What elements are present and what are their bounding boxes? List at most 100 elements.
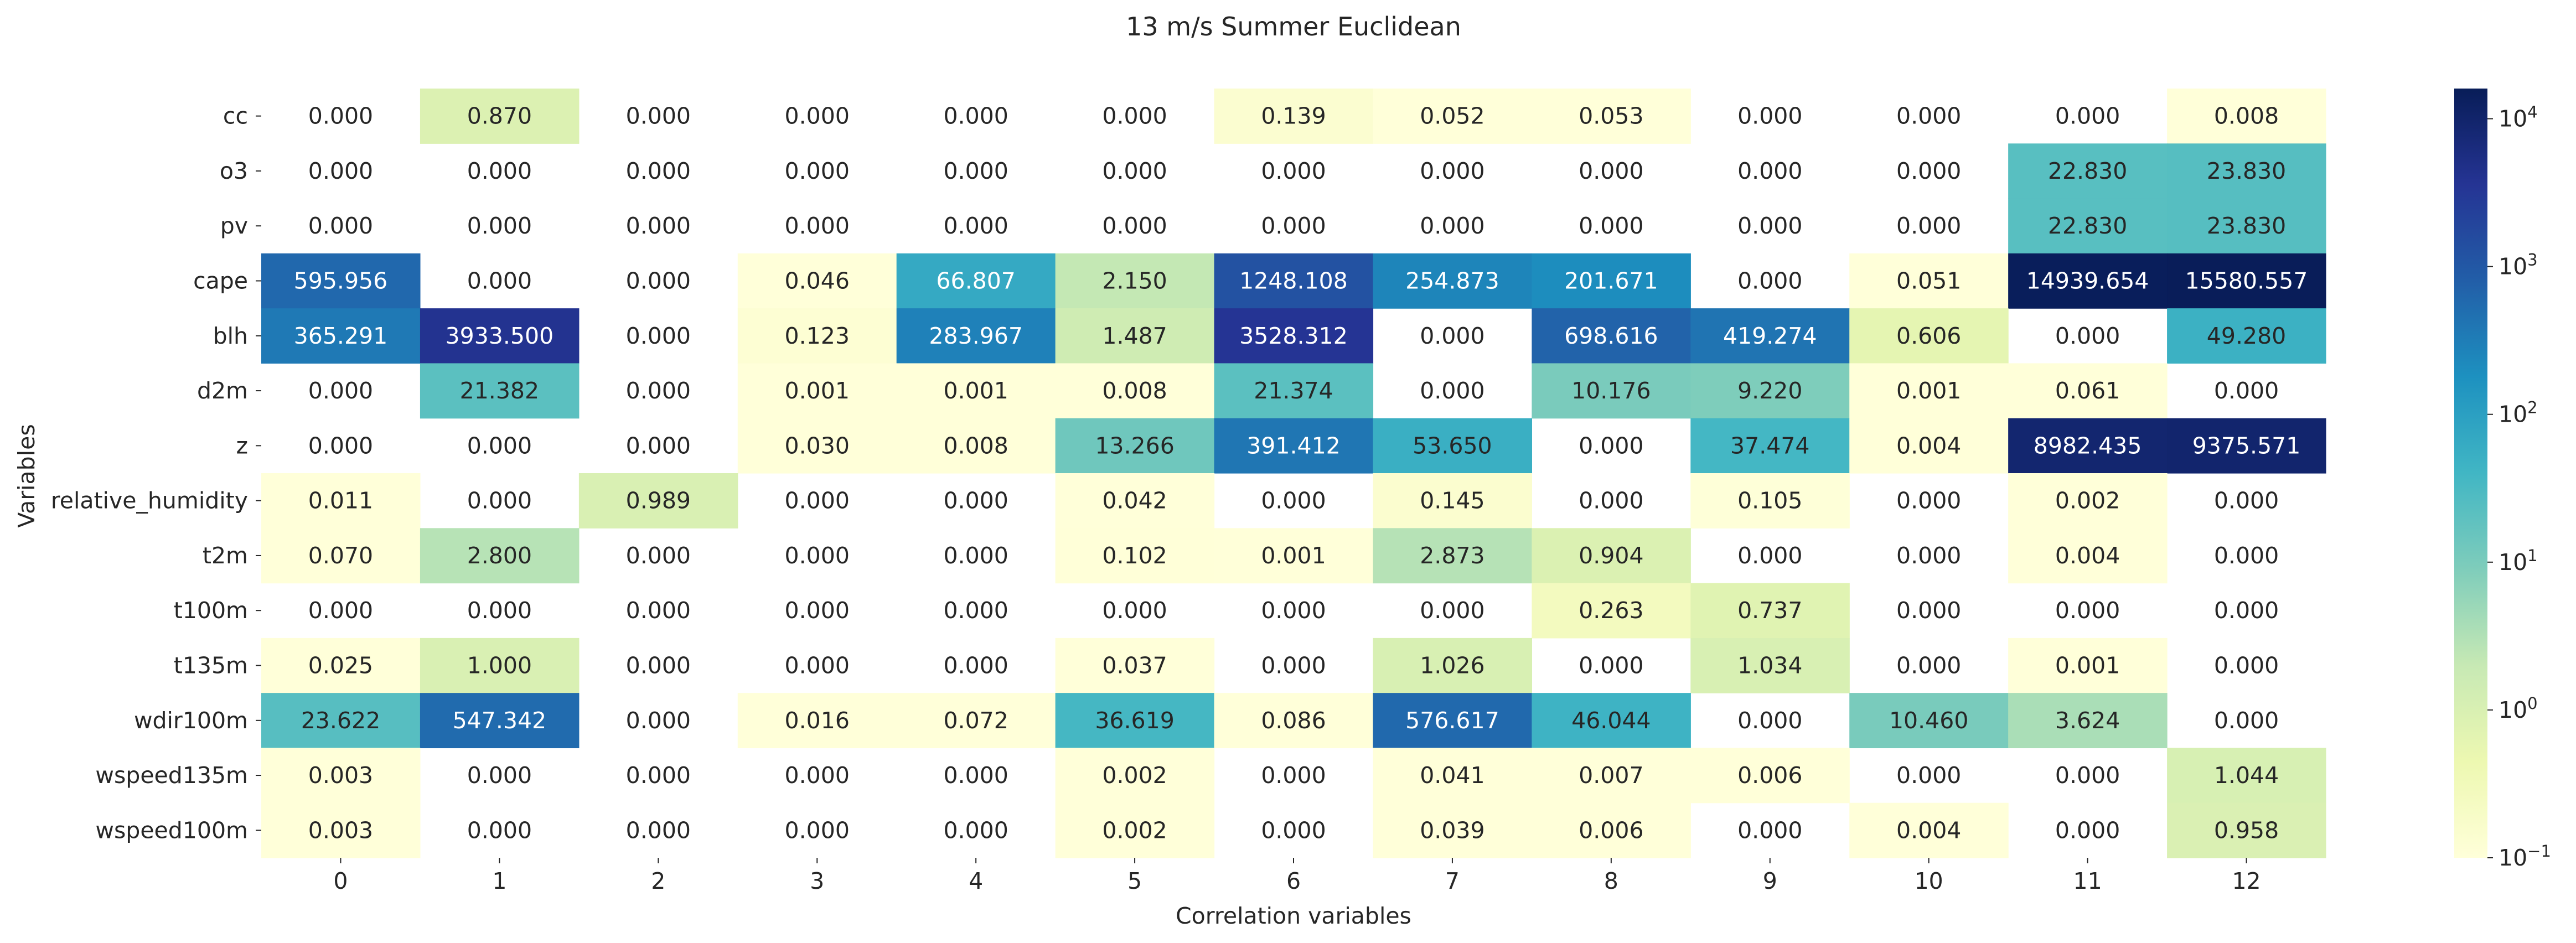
- cell-value-label: 0.011: [308, 488, 373, 514]
- heatmap-cell: [1373, 473, 1532, 529]
- cell-value-label: 2.150: [1102, 268, 1167, 294]
- cell-value-label: 0.000: [308, 158, 373, 184]
- cell-value-label: 3528.312: [1239, 323, 1348, 349]
- cell-value-label: 0.000: [785, 103, 850, 129]
- heatmap-cell: [1055, 473, 1215, 529]
- cell-value-label: 0.000: [467, 597, 532, 624]
- y-tick-label: relative_humidity: [51, 488, 248, 514]
- y-tick-label: blh: [213, 323, 248, 349]
- heatmap-cell: [1690, 638, 1850, 693]
- cell-value-label: 0.000: [1896, 488, 1961, 514]
- cell-value-label: 0.000: [943, 817, 1008, 843]
- cell-value-label: 0.001: [785, 377, 850, 404]
- x-tick-label: 11: [2073, 868, 2102, 894]
- heatmap-cell: [896, 308, 1056, 364]
- cell-value-label: 0.000: [1420, 597, 1484, 624]
- cell-value-label: 0.139: [1261, 103, 1326, 129]
- heatmap-cell: [737, 418, 897, 474]
- cell-value-label: 0.989: [626, 488, 691, 514]
- cell-value-label: 0.000: [1102, 213, 1167, 239]
- cell-value-label: 10.176: [1571, 377, 1651, 404]
- cell-value-label: 0.904: [1579, 542, 1643, 569]
- heatmap-cell: [1532, 253, 1691, 309]
- cell-value-label: 23.622: [301, 707, 380, 734]
- heatmap-cell: [2008, 253, 2168, 309]
- cell-value-label: 0.041: [1420, 762, 1484, 789]
- cell-value-label: 13.266: [1095, 432, 1174, 459]
- cell-value-label: 0.000: [467, 158, 532, 184]
- cell-value-label: 0.000: [943, 213, 1008, 239]
- heatmap-cell: [1532, 89, 1691, 144]
- x-tick-label: 6: [1286, 868, 1301, 894]
- cell-value-label: 0.000: [1896, 213, 1961, 239]
- cell-value-label: 0.000: [2055, 762, 2120, 789]
- heatmap-cell: [1849, 418, 2009, 474]
- x-tick-label: 0: [333, 868, 348, 894]
- cell-value-label: 0.000: [1261, 597, 1326, 624]
- colorbar-tick-label: 103: [2499, 251, 2538, 280]
- cell-value-label: 0.000: [467, 762, 532, 789]
- y-tick-label: d2m: [197, 377, 248, 404]
- cell-value-label: 0.000: [1737, 542, 1802, 569]
- heatmap-cell: [2167, 143, 2326, 199]
- cell-value-label: 0.000: [785, 652, 850, 679]
- heatmap-cell: [1055, 802, 1215, 858]
- heatmap-cell: [1532, 363, 1691, 419]
- cell-value-label: 0.000: [1420, 323, 1484, 349]
- heatmap-cell: [420, 89, 580, 144]
- cell-value-label: 0.000: [626, 268, 691, 294]
- heatmap-cell: [261, 253, 421, 309]
- colorbar-tick-label: 101: [2499, 546, 2538, 576]
- cell-value-label: 0.001: [1896, 377, 1961, 404]
- heatmap-cell: [1373, 418, 1532, 474]
- cell-value-label: 0.000: [626, 377, 691, 404]
- heatmap-cell: [261, 693, 421, 749]
- cell-value-label: 0.016: [785, 707, 850, 734]
- heatmap-cell: [1532, 308, 1691, 364]
- heatmap-cell: [1373, 638, 1532, 693]
- cell-value-label: 23.830: [2207, 158, 2286, 184]
- cell-value-label: 0.000: [467, 488, 532, 514]
- cell-value-label: 0.000: [626, 707, 691, 734]
- cell-value-label: 21.382: [460, 377, 539, 404]
- cell-value-label: 14939.654: [2026, 268, 2149, 294]
- cell-value-label: 22.830: [2048, 213, 2127, 239]
- cell-value-label: 0.000: [1737, 707, 1802, 734]
- heatmap-cell: [1690, 583, 1850, 639]
- cell-value-label: 0.003: [308, 817, 373, 843]
- cell-value-label: 0.000: [943, 652, 1008, 679]
- cell-value-label: 0.004: [1896, 817, 1961, 843]
- heatmap-cell: [1055, 693, 1215, 749]
- heatmap-cell: [1373, 528, 1532, 584]
- heatmap-cell: [1214, 253, 1374, 309]
- cell-value-label: 0.000: [2055, 817, 2120, 843]
- cell-value-label: 0.000: [1102, 597, 1167, 624]
- y-tick-label: t2m: [203, 542, 248, 569]
- heatmap-cell: [1373, 253, 1532, 309]
- cell-value-label: 36.619: [1095, 707, 1174, 734]
- cell-value-label: 0.263: [1579, 597, 1643, 624]
- cell-value-label: 0.000: [1261, 652, 1326, 679]
- cell-value-label: 0.008: [2214, 103, 2279, 129]
- heatmap-cell: [896, 693, 1056, 749]
- heatmap-cell: [2167, 89, 2326, 144]
- cell-value-label: 0.000: [785, 158, 850, 184]
- heatmap-cell: [1055, 418, 1215, 474]
- cell-value-label: 0.000: [1261, 158, 1326, 184]
- cell-value-label: 0.958: [2214, 817, 2279, 843]
- cell-value-label: 0.000: [785, 762, 850, 789]
- heatmap-cell: [2008, 418, 2168, 474]
- cell-value-label: 0.000: [785, 597, 850, 624]
- cell-value-label: 0.037: [1102, 652, 1167, 679]
- heatmap-cell: [896, 363, 1056, 419]
- cell-value-label: 0.000: [2055, 323, 2120, 349]
- cell-value-label: 0.000: [2214, 707, 2279, 734]
- heatmap-cell: [261, 473, 421, 529]
- cell-value-label: 0.000: [1420, 213, 1484, 239]
- heatmap-cell: [261, 638, 421, 693]
- cell-value-label: 0.053: [1579, 103, 1643, 129]
- cell-value-label: 0.046: [785, 268, 850, 294]
- cell-value-label: 9.220: [1737, 377, 1802, 404]
- cell-value-label: 0.000: [626, 652, 691, 679]
- cell-value-label: 0.000: [2214, 652, 2279, 679]
